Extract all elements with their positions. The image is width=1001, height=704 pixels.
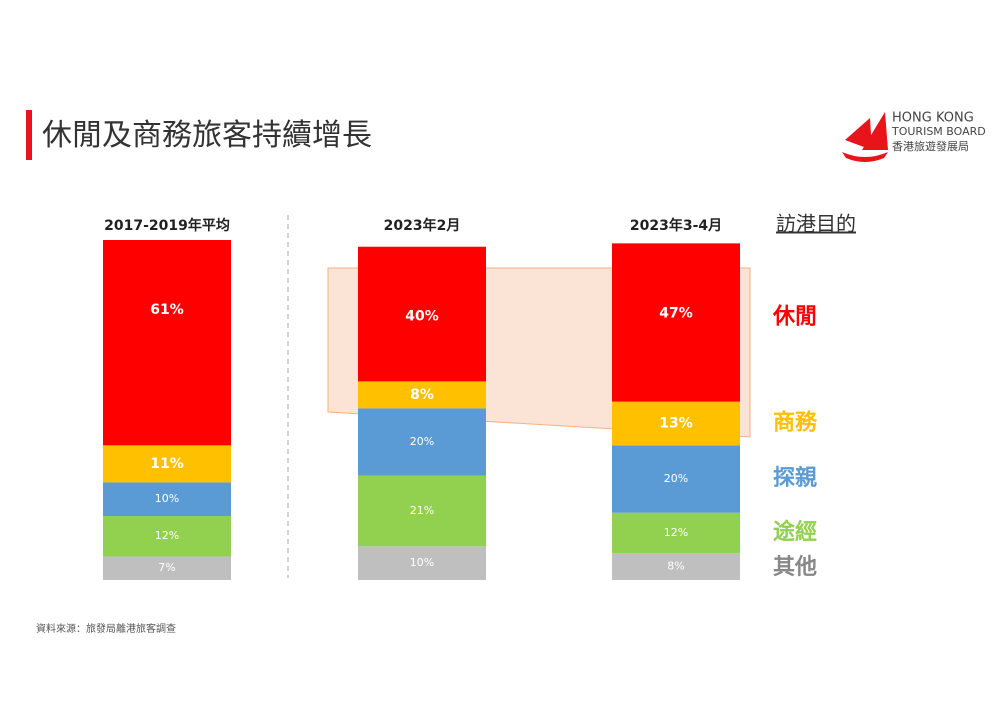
- bar-segment: [612, 401, 740, 446]
- value-label: 20%: [410, 435, 434, 448]
- logo-line: TOURISM BOARD: [891, 125, 986, 138]
- value-label: 7%: [158, 561, 175, 574]
- x-tick-label: 2023年2月: [384, 217, 461, 234]
- x-tick-label: 2023年3-4月: [630, 217, 722, 234]
- value-label: 8%: [410, 387, 434, 403]
- bar-segment: [612, 445, 740, 513]
- value-label: 61%: [150, 302, 184, 318]
- bar-segment: [103, 240, 231, 446]
- bar-segment: [358, 246, 486, 382]
- bar-segment: [358, 475, 486, 547]
- value-label: 8%: [667, 560, 684, 573]
- value-label: 12%: [664, 526, 688, 539]
- value-label: 21%: [410, 504, 434, 517]
- legend-label: 探親: [773, 465, 817, 491]
- bar-segment: [103, 516, 231, 557]
- legend-label: 商務: [773, 409, 818, 435]
- value-label: 47%: [659, 305, 693, 321]
- bar-segment: [612, 553, 740, 580]
- value-label: 10%: [155, 492, 179, 505]
- logo-line: 香港旅遊發展局: [892, 139, 969, 153]
- bar-segment: [358, 546, 486, 580]
- logo-icon: [842, 112, 888, 162]
- x-tick-label: 2017-2019年平均: [104, 217, 230, 234]
- bar-segment: [612, 243, 740, 402]
- title: 休閒及商務旅客持續增長: [42, 118, 372, 153]
- title-accent: [26, 110, 32, 160]
- value-label: 12%: [155, 529, 179, 542]
- bar-segment: [103, 556, 231, 580]
- value-label: 11%: [150, 456, 184, 472]
- bar-segment: [612, 512, 740, 554]
- bar-segment: [358, 408, 486, 476]
- logo: HONG KONG TOURISM BOARD 香港旅遊發展局: [842, 111, 986, 162]
- legend-label: 其他: [773, 554, 817, 580]
- logo-line: HONG KONG: [892, 111, 974, 126]
- bar-segment: [103, 482, 231, 517]
- value-label: 20%: [664, 472, 688, 485]
- bar-segment: [358, 381, 486, 409]
- source: 資料來源：旅發局離港旅客調查: [36, 622, 176, 635]
- bar-segment: [103, 445, 231, 483]
- legend-label: 休閒: [772, 303, 817, 329]
- legend-title: 訪港目的: [776, 212, 856, 236]
- value-label: 13%: [659, 415, 693, 431]
- legend-label: 途經: [773, 519, 817, 545]
- value-label: 10%: [410, 556, 434, 569]
- value-label: 40%: [405, 309, 439, 325]
